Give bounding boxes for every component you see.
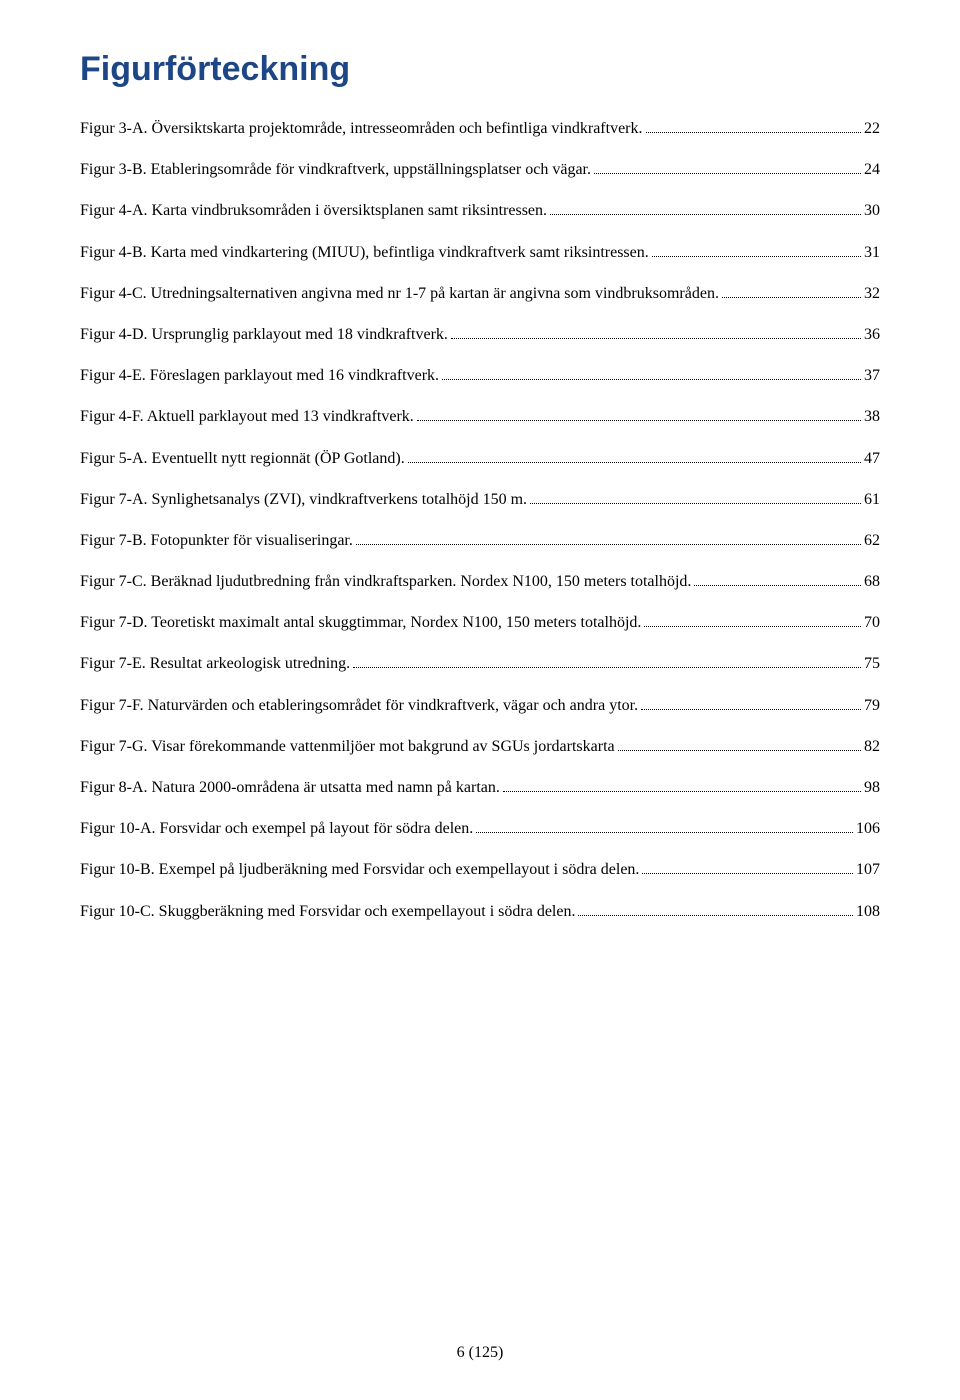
page-footer: 6 (125) [0,1344,960,1362]
dot-leader [353,654,861,668]
figure-entry: Figur 7-D. Teoretiskt maximalt antal sku… [80,611,880,634]
dot-leader [618,736,861,750]
figure-entry-label: Figur 8-A. Natura 2000-områdena är utsat… [80,776,500,799]
figure-entry-label: Figur 3-A. Översiktskarta projektområde,… [80,117,643,140]
figure-entry: Figur 5-A. Eventuellt nytt regionnät (ÖP… [80,447,880,470]
figure-entry: Figur 10-B. Exempel på ljudberäkning med… [80,858,880,881]
figure-entry-label: Figur 7-A. Synlighetsanalys (ZVI), vindk… [80,488,527,511]
figure-entry-label: Figur 4-A. Karta vindbruksområden i över… [80,199,547,222]
figure-entry-label: Figur 5-A. Eventuellt nytt regionnät (ÖP… [80,447,405,470]
figure-entry-label: Figur 7-C. Beräknad ljudutbredning från … [80,570,691,593]
figure-entry-label: Figur 7-E. Resultat arkeologisk utrednin… [80,652,350,675]
figure-entry-page: 82 [864,735,880,758]
figure-entry: Figur 7-C. Beräknad ljudutbredning från … [80,570,880,593]
figure-entry-label: Figur 4-D. Ursprunglig parklayout med 18… [80,323,448,346]
dot-leader [451,325,861,339]
figure-entry: Figur 4-E. Föreslagen parklayout med 16 … [80,364,880,387]
figure-entry: Figur 7-F. Naturvärden och etableringsom… [80,694,880,717]
figure-entry-page: 37 [864,364,880,387]
figure-entry: Figur 4-F. Aktuell parklayout med 13 vin… [80,405,880,428]
figure-entry-page: 108 [856,900,880,923]
figure-entry-label: Figur 10-C. Skuggberäkning med Forsvidar… [80,900,575,923]
figure-entry-label: Figur 10-A. Forsvidar och exempel på lay… [80,817,473,840]
figure-entry-label: Figur 4-C. Utredningsalternativen angivn… [80,282,719,305]
figure-entry-page: 22 [864,117,880,140]
dot-leader [408,448,861,462]
figure-entry-page: 30 [864,199,880,222]
dot-leader [476,819,853,833]
dot-leader [356,530,861,544]
figure-entry: Figur 4-A. Karta vindbruksområden i över… [80,199,880,222]
figure-entry-page: 98 [864,776,880,799]
figure-entry: Figur 7-B. Fotopunkter för visualisering… [80,529,880,552]
dot-leader [550,201,861,215]
figure-entry: Figur 10-C. Skuggberäkning med Forsvidar… [80,900,880,923]
figure-entry-page: 61 [864,488,880,511]
figure-entry-page: 38 [864,405,880,428]
figure-entry-label: Figur 7-D. Teoretiskt maximalt antal sku… [80,611,641,634]
dot-leader [694,572,861,586]
figure-entry-label: Figur 7-F. Naturvärden och etableringsom… [80,694,638,717]
figure-entry-page: 106 [856,817,880,840]
figure-entry: Figur 7-A. Synlighetsanalys (ZVI), vindk… [80,488,880,511]
figure-entry: Figur 3-A. Översiktskarta projektområde,… [80,117,880,140]
dot-leader [641,695,861,709]
figure-list: Figur 3-A. Översiktskarta projektområde,… [80,117,880,923]
dot-leader [442,366,861,380]
dot-leader [652,242,861,256]
list-of-figures-heading: Figurförteckning [80,50,880,89]
figure-entry-page: 24 [864,158,880,181]
figure-entry-label: Figur 10-B. Exempel på ljudberäkning med… [80,858,639,881]
figure-entry-page: 47 [864,447,880,470]
dot-leader [578,901,853,915]
dot-leader [594,160,861,174]
figure-entry-label: Figur 4-F. Aktuell parklayout med 13 vin… [80,405,414,428]
figure-entry-page: 31 [864,241,880,264]
figure-entry: Figur 8-A. Natura 2000-områdena är utsat… [80,776,880,799]
figure-entry-page: 36 [864,323,880,346]
dot-leader [503,778,861,792]
figure-entry-label: Figur 4-E. Föreslagen parklayout med 16 … [80,364,439,387]
figure-entry-label: Figur 7-B. Fotopunkter för visualisering… [80,529,353,552]
dot-leader [722,283,861,297]
figure-entry-page: 70 [864,611,880,634]
dot-leader [646,119,862,133]
figure-entry: Figur 4-B. Karta med vindkartering (MIUU… [80,241,880,264]
figure-entry-page: 107 [856,858,880,881]
dot-leader [417,407,861,421]
figure-entry: Figur 7-E. Resultat arkeologisk utrednin… [80,652,880,675]
figure-entry-page: 62 [864,529,880,552]
figure-entry-page: 68 [864,570,880,593]
figure-entry: Figur 7-G. Visar förekommande vattenmilj… [80,735,880,758]
figure-entry-label: Figur 3-B. Etableringsområde för vindkra… [80,158,591,181]
dot-leader [530,489,861,503]
figure-entry-page: 79 [864,694,880,717]
figure-entry-label: Figur 7-G. Visar förekommande vattenmilj… [80,735,615,758]
figure-entry: Figur 10-A. Forsvidar och exempel på lay… [80,817,880,840]
figure-entry: Figur 4-C. Utredningsalternativen angivn… [80,282,880,305]
dot-leader [644,613,861,627]
figure-entry-label: Figur 4-B. Karta med vindkartering (MIUU… [80,241,649,264]
dot-leader [642,860,853,874]
figure-entry-page: 75 [864,652,880,675]
figure-entry-page: 32 [864,282,880,305]
figure-entry: Figur 3-B. Etableringsområde för vindkra… [80,158,880,181]
figure-entry: Figur 4-D. Ursprunglig parklayout med 18… [80,323,880,346]
